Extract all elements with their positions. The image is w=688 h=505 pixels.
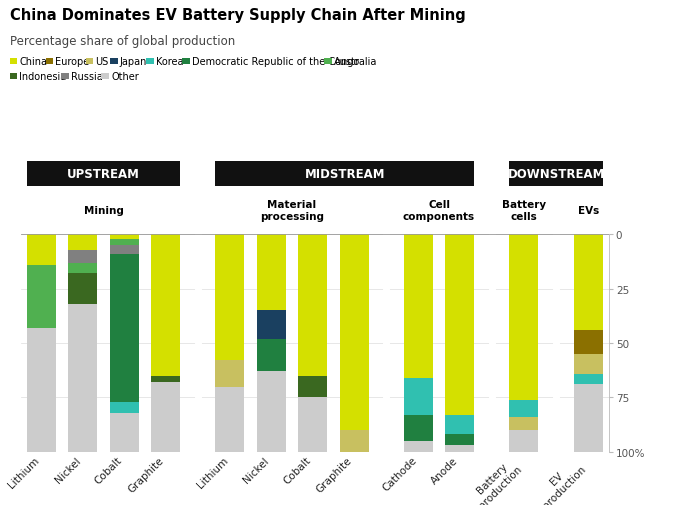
- Bar: [509, 417, 539, 430]
- Text: Europe: Europe: [55, 57, 89, 67]
- Bar: [574, 355, 603, 374]
- Bar: [298, 235, 327, 376]
- Bar: [109, 255, 139, 402]
- Bar: [445, 435, 474, 445]
- Text: EVs: EVs: [577, 206, 599, 216]
- Bar: [298, 398, 327, 452]
- Bar: [574, 235, 603, 330]
- Text: China: China: [19, 57, 47, 67]
- Bar: [68, 274, 97, 305]
- Bar: [404, 441, 433, 452]
- Bar: [109, 402, 139, 413]
- Bar: [27, 265, 56, 328]
- Bar: [574, 330, 603, 355]
- Bar: [404, 415, 433, 441]
- Text: Battery
cells: Battery cells: [502, 200, 546, 221]
- Text: Japan: Japan: [120, 57, 147, 67]
- Text: Cell
components: Cell components: [403, 200, 475, 221]
- Bar: [340, 430, 369, 452]
- Bar: [257, 311, 286, 339]
- Bar: [68, 263, 97, 274]
- Bar: [109, 239, 139, 246]
- Text: Democratic Republic of the Congo: Democratic Republic of the Congo: [192, 57, 359, 67]
- Bar: [27, 328, 56, 452]
- Bar: [574, 374, 603, 385]
- Text: Australia: Australia: [334, 57, 378, 67]
- Bar: [68, 305, 97, 452]
- Bar: [215, 361, 244, 387]
- Text: Russia: Russia: [71, 72, 103, 82]
- Bar: [257, 339, 286, 372]
- Text: Percentage share of global production: Percentage share of global production: [10, 35, 235, 48]
- Bar: [404, 378, 433, 415]
- Bar: [68, 235, 97, 250]
- Bar: [445, 415, 474, 435]
- Bar: [151, 382, 180, 452]
- Bar: [509, 400, 539, 417]
- Bar: [151, 235, 180, 376]
- Text: MIDSTREAM: MIDSTREAM: [305, 168, 385, 181]
- Text: Mining: Mining: [83, 206, 123, 216]
- Text: US: US: [96, 57, 109, 67]
- Text: Other: Other: [111, 72, 139, 82]
- Bar: [509, 235, 539, 400]
- Bar: [257, 372, 286, 452]
- Bar: [574, 385, 603, 452]
- Text: Korea: Korea: [156, 57, 184, 67]
- Text: UPSTREAM: UPSTREAM: [67, 168, 140, 181]
- Bar: [68, 250, 97, 263]
- Bar: [215, 387, 244, 452]
- Bar: [404, 235, 433, 378]
- Bar: [257, 235, 286, 311]
- Bar: [340, 235, 369, 430]
- Text: DOWNSTREAM: DOWNSTREAM: [507, 168, 605, 181]
- Text: Material
processing: Material processing: [260, 200, 324, 221]
- Text: China Dominates EV Battery Supply Chain After Mining: China Dominates EV Battery Supply Chain …: [10, 8, 465, 23]
- Bar: [509, 430, 539, 452]
- Bar: [109, 413, 139, 452]
- Bar: [109, 235, 139, 239]
- Bar: [27, 235, 56, 265]
- Bar: [151, 376, 180, 382]
- Bar: [445, 235, 474, 415]
- Text: Indonesia: Indonesia: [19, 72, 67, 82]
- Bar: [298, 376, 327, 398]
- Bar: [215, 235, 244, 361]
- Bar: [445, 445, 474, 452]
- Bar: [109, 246, 139, 255]
